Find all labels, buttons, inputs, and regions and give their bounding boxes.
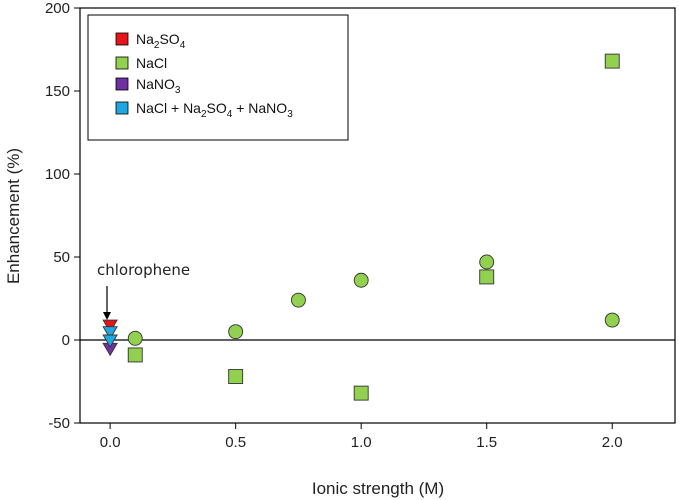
- legend-box: [87, 14, 349, 141]
- y-tick-label: -50: [48, 415, 70, 432]
- data-point-circle: [353, 272, 369, 288]
- data-point-square: [127, 347, 143, 363]
- legend-label-mix: NaCl + Na2SO4 + NaNO3: [136, 100, 293, 120]
- data-point-triangle: [102, 334, 118, 348]
- y-tick-label: 0: [62, 332, 70, 349]
- annotation-label: chlorophene: [97, 261, 190, 279]
- legend-entry-nano3: NaNO3: [115, 76, 181, 96]
- data-point-circle: [127, 330, 143, 346]
- legend: Na2SO4 NaCl NaNO3 NaCl + Na2SO4 + NaNO3: [87, 14, 349, 141]
- legend-entry-nacl: NaCl: [115, 55, 167, 71]
- data-point-triangle: [102, 319, 118, 333]
- data-point-circle: [604, 312, 620, 328]
- data-point-circle: [290, 292, 306, 308]
- y-tick-label: 50: [53, 249, 70, 266]
- x-tick-label: 2.0: [602, 434, 623, 451]
- x-axis: 0.0 0.5 1.0 1.5 2.0: [100, 423, 623, 451]
- y-tick-label: 200: [45, 0, 70, 17]
- annotation-arrow: [103, 286, 111, 320]
- data-point-circle: [228, 324, 244, 340]
- data-point-square: [604, 53, 620, 69]
- legend-label-nacl: NaCl: [136, 55, 167, 71]
- legend-swatch-nacl: [115, 56, 129, 70]
- legend-label-na2so4: Na2SO4: [136, 31, 186, 51]
- y-axis-title: Enhancement (%): [4, 148, 23, 284]
- legend-swatch-mix: [115, 101, 129, 115]
- data-points: [102, 53, 620, 401]
- data-point-triangle: [102, 326, 118, 340]
- data-point-circle: [479, 254, 495, 270]
- data-point-square: [479, 269, 495, 285]
- legend-label-nano3: NaNO3: [136, 76, 181, 96]
- y-axis: -50 0 50 100 150 200: [45, 0, 80, 432]
- y-tick-label: 150: [45, 83, 70, 100]
- data-point-square: [228, 369, 244, 384]
- x-tick-label: 1.0: [351, 434, 372, 451]
- x-tick-label: 1.5: [476, 434, 497, 451]
- legend-swatch-na2so4: [115, 32, 129, 46]
- x-axis-title: Ionic strength (M): [312, 479, 444, 498]
- y-tick-label: 100: [45, 166, 70, 183]
- x-tick-label: 0.0: [100, 434, 121, 451]
- data-point-square: [353, 385, 369, 401]
- legend-entry-mix: NaCl + Na2SO4 + NaNO3: [115, 100, 293, 120]
- x-tick-label: 0.5: [225, 434, 246, 451]
- plot-frame: [79, 7, 676, 424]
- legend-swatch-nano3: [115, 77, 129, 91]
- legend-entry-na2so4: Na2SO4: [115, 31, 186, 51]
